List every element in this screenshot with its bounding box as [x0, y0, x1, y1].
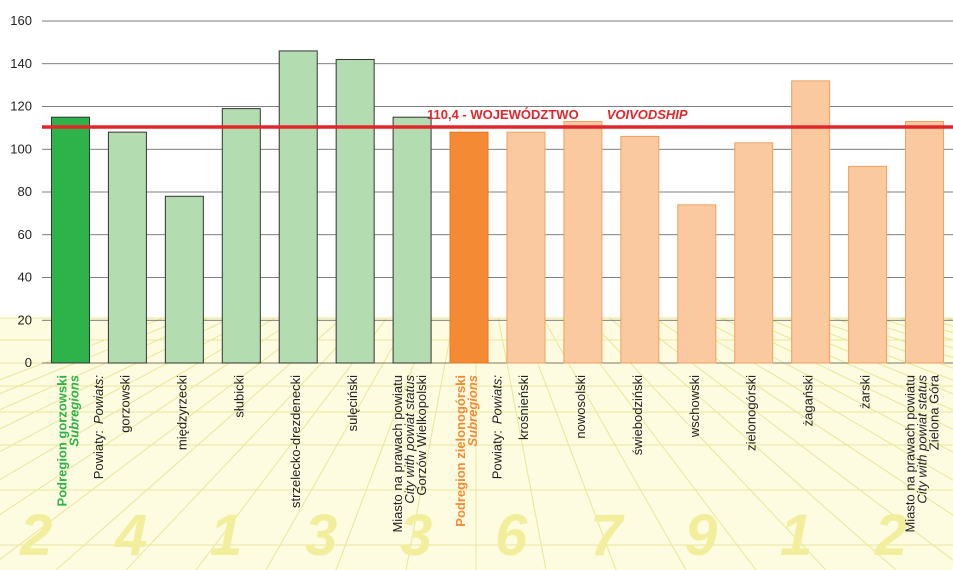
bar [335, 58, 375, 364]
background-digit: 1 [210, 503, 242, 568]
x-tick-label: świebodziński [630, 375, 645, 455]
background-digit: 2 [874, 503, 907, 568]
group-label-en: Powiats: [91, 375, 106, 425]
bar [164, 195, 204, 364]
x-tick-label: międzyrzecki [174, 375, 189, 450]
y-tick-label: 160 [10, 13, 32, 28]
x-tick-label: Gorzów Wielkopolski [414, 375, 429, 496]
x-tick-label: zielonogórski [744, 375, 759, 451]
bar [506, 131, 546, 364]
x-tick-label: Podregion zielonogórski [453, 375, 468, 527]
y-tick-label: 80 [18, 184, 32, 199]
y-tick-label: 40 [18, 270, 32, 285]
bar [563, 120, 603, 364]
x-tick-label: krośnieński [516, 375, 531, 440]
x-tick-label: Miasto na prawach powiatu [903, 375, 918, 533]
bar [677, 204, 717, 364]
group-label-pl: Powiaty: [490, 430, 505, 479]
floor-line [654, 317, 953, 516]
x-tick-label: City with powiat status [915, 375, 930, 504]
x-tick-label: City with powiat status [402, 375, 417, 504]
background-digit: 9 [685, 503, 717, 568]
bar [791, 80, 831, 364]
y-tick-label: 140 [10, 56, 32, 71]
floor-line [699, 317, 953, 453]
background-digit: 7 [590, 503, 625, 568]
background-digit: 6 [495, 503, 528, 568]
bar [50, 116, 90, 364]
bar [620, 135, 660, 364]
floor-line [405, 317, 455, 570]
y-tick-label: 60 [18, 227, 32, 242]
floor-line [743, 317, 953, 411]
y-tick-label: 120 [10, 99, 32, 114]
bar [449, 131, 489, 364]
floor-line [497, 317, 547, 570]
group-label: Powiaty: Powiats: [490, 375, 505, 480]
x-tick-label: żarski [858, 375, 873, 409]
x-tick-label: Podregion gorzowski [54, 375, 69, 506]
x-tick-label: Subregions [66, 375, 81, 447]
reference-label-pl: 110,4 - WOJEWÓDZTWO [427, 107, 579, 122]
bar [848, 165, 888, 364]
x-tick-label: Zielona Góra [927, 374, 942, 450]
x-tick-label: strzelecko-drezdenecki [288, 375, 303, 508]
x-tick-label: żagański [801, 375, 816, 426]
bar [905, 120, 945, 364]
reference-label-en: VOIVODSHIP [607, 107, 688, 122]
y-tick-label: 20 [18, 312, 32, 327]
x-tick-label: wschowski [687, 375, 702, 438]
floor-line [265, 317, 410, 570]
background-digit: 1 [780, 503, 812, 568]
reference-label: 110,4 - WOJEWÓDZTWO VOIVODSHIP [427, 107, 688, 122]
floor-line [125, 317, 365, 570]
background-digit: 2 [19, 503, 52, 568]
bar [107, 131, 147, 364]
background-digit: 4 [114, 503, 147, 568]
bar [221, 108, 261, 364]
background-digit: 3 [305, 503, 337, 568]
bar [734, 142, 774, 364]
x-tick-label: sulęciński [345, 375, 360, 431]
group-label-en: Powiats: [490, 375, 505, 425]
y-tick-label: 0 [25, 355, 32, 370]
group-label: Powiaty: Powiats: [91, 375, 106, 480]
y-tick-label: 100 [10, 141, 32, 156]
floor-line [788, 317, 953, 381]
bar [392, 116, 432, 364]
x-tick-label: Miasto na prawach powiatu [390, 375, 405, 533]
background-digit: 3 [400, 503, 432, 568]
x-tick-label: Subregions [465, 375, 480, 447]
x-tick-label: nowosolski [573, 375, 588, 439]
x-tick-label: słubicki [231, 375, 246, 418]
floor-line [0, 317, 321, 561]
x-tick-label: gorzowski [117, 375, 132, 433]
bar [278, 50, 318, 364]
group-label-pl: Powiaty: [91, 430, 106, 479]
